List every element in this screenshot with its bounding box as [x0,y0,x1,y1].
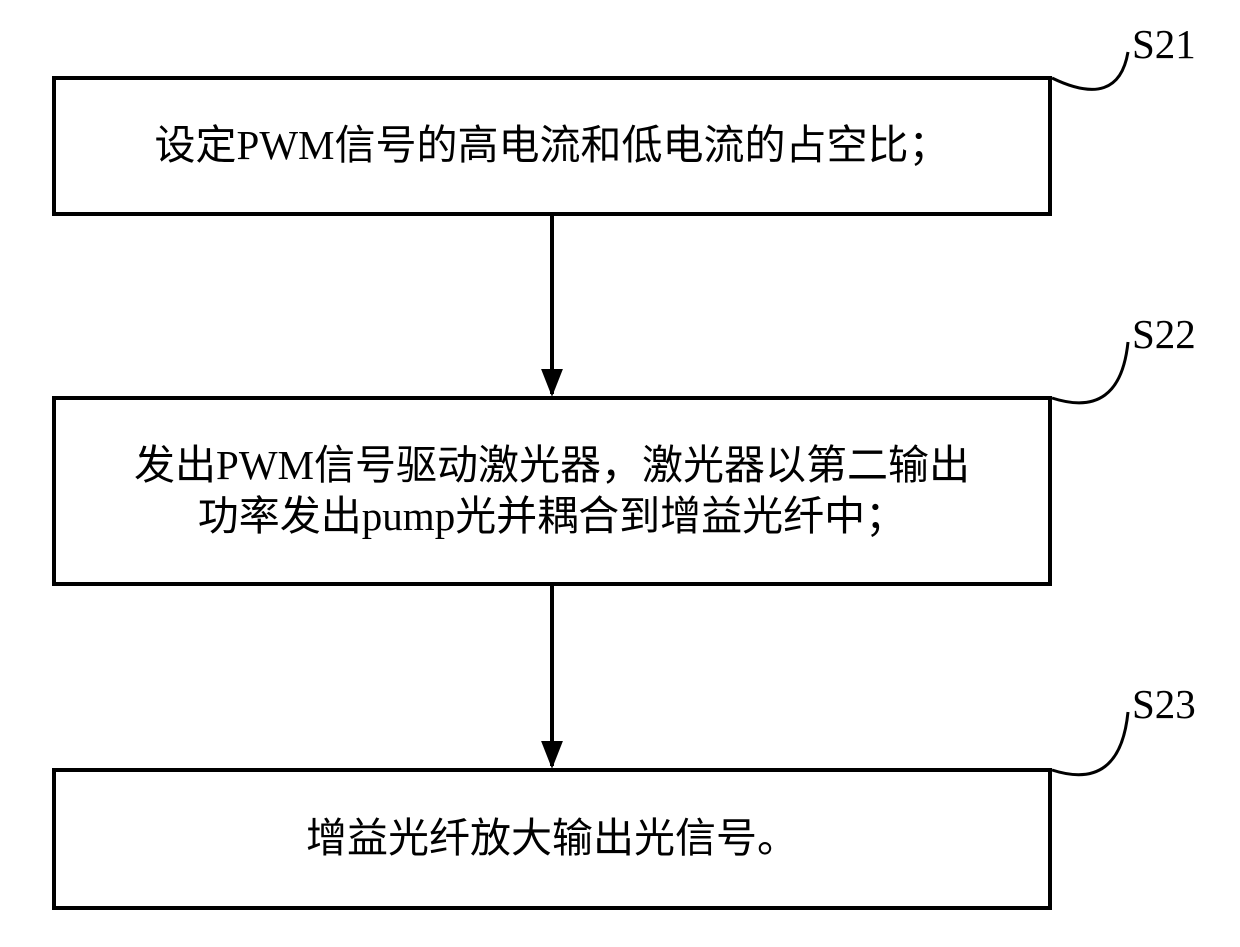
step-label-s21: S21 [1132,20,1196,68]
flowchart-canvas: 设定PWM信号的高电流和低电流的占空比； 发出PWM信号驱动激光器，激光器以第二… [0,0,1240,947]
step-box-s21: 设定PWM信号的高电流和低电流的占空比； [52,76,1052,216]
callout-curve [1052,712,1128,775]
step-text-s23: 增益光纤放大输出光信号。 [306,813,798,864]
step-label-s23: S23 [1132,680,1196,728]
callout-curve [1052,342,1128,403]
step-box-s23: 增益光纤放大输出光信号。 [52,768,1052,910]
step-text-s21: 设定PWM信号的高电流和低电流的占空比； [155,120,950,171]
step-text-s22: 发出PWM信号驱动激光器，激光器以第二输出 功率发出pump光并耦合到增益光纤中… [134,440,970,543]
callout-curve [1052,52,1128,89]
step-box-s22: 发出PWM信号驱动激光器，激光器以第二输出 功率发出pump光并耦合到增益光纤中… [52,396,1052,586]
step-label-s22: S22 [1132,310,1196,358]
